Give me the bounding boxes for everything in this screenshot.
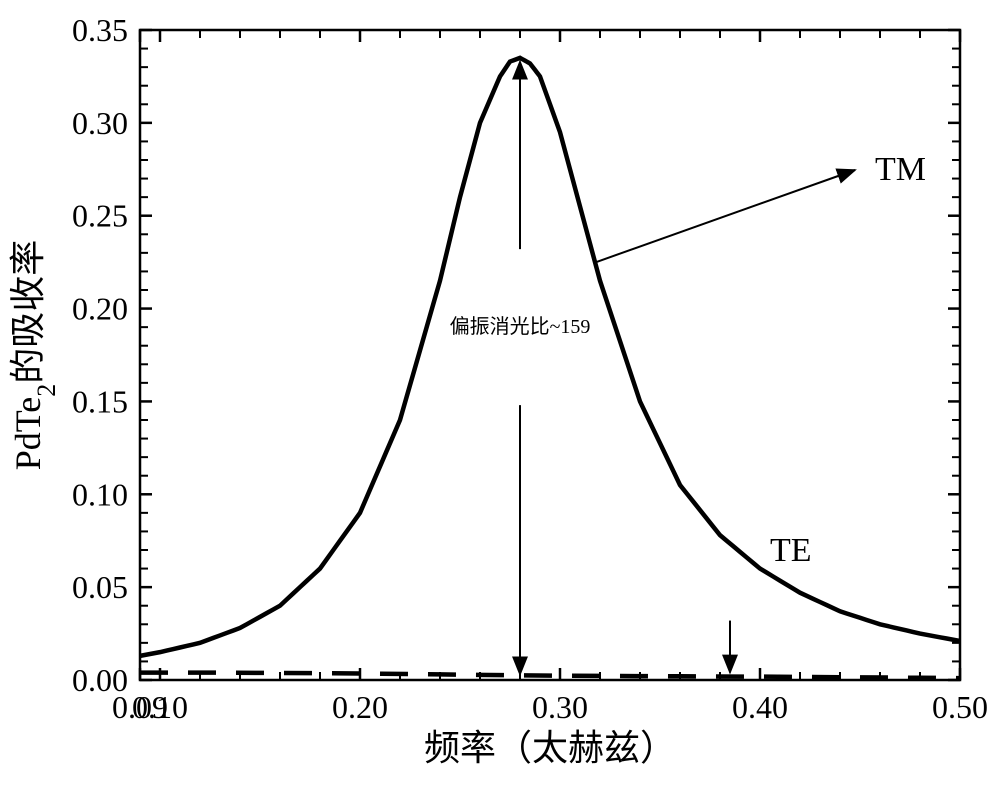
x-tick-label: 0.30 (532, 689, 588, 725)
tm-arrow (596, 170, 855, 262)
tm-label: TM (875, 151, 926, 188)
chart-container: 0.090.100.200.300.400.500.000.050.100.15… (0, 0, 1000, 786)
te-curve (140, 673, 960, 679)
x-tick-label: 0.20 (332, 689, 388, 725)
y-tick-label: 0.00 (72, 662, 128, 698)
plot-border (140, 30, 960, 680)
x-tick-label: 0.10 (132, 689, 188, 725)
y-tick-label: 0.25 (72, 198, 128, 234)
y-tick-label: 0.30 (72, 105, 128, 141)
y-tick-label: 0.05 (72, 569, 128, 605)
y-tick-label: 0.20 (72, 291, 128, 327)
tm-curve (140, 58, 960, 656)
x-axis-label: 频率（太赫兹） (424, 728, 676, 768)
y-tick-label: 0.15 (72, 383, 128, 419)
y-tick-label: 0.35 (72, 12, 128, 48)
x-tick-label: 0.40 (732, 689, 788, 725)
ratio-label: 偏振消光比~159 (450, 315, 591, 338)
absorption-chart: 0.090.100.200.300.400.500.000.050.100.15… (0, 0, 1000, 786)
y-axis-label: PdTe2的吸收率 (8, 240, 61, 471)
te-label: TE (770, 532, 812, 569)
y-tick-label: 0.10 (72, 476, 128, 512)
x-tick-label: 0.50 (932, 689, 988, 725)
